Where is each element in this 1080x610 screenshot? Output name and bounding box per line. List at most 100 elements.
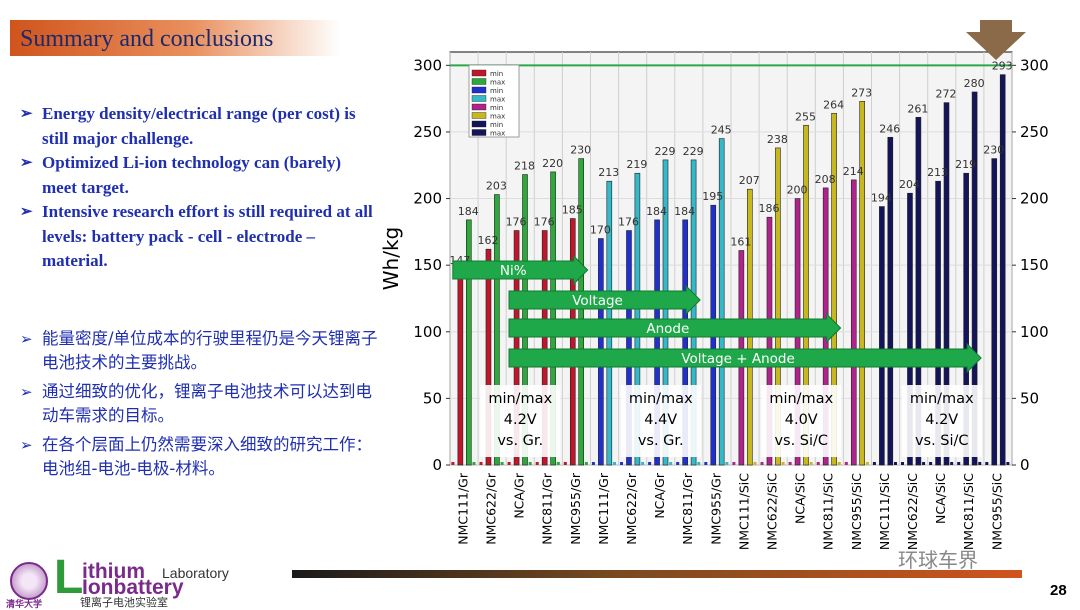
- category-label: NMC955/Gr: [708, 472, 723, 545]
- legend-entry: min: [490, 121, 503, 129]
- bullet-item: ➢ Intensive research effort is still requ…: [20, 200, 380, 274]
- max-value-label: 229: [654, 145, 675, 158]
- bullet-text: 通过细致的优化，锂离子电池技术可以达到电动车需求的目标。: [42, 382, 372, 425]
- slide-title: Summary and conclusions: [20, 26, 274, 52]
- category-label: NMC955/SiC: [849, 473, 864, 550]
- logo-laboratory: Laboratory: [162, 565, 229, 581]
- trend-arrows: Ni% Voltage Anode Voltage + Anode: [452, 254, 982, 374]
- legend-swatch: [471, 69, 487, 77]
- baseline-stub: [732, 462, 736, 465]
- min-bar: [513, 230, 520, 466]
- baseline-stub: [500, 462, 504, 465]
- logo-ionbattery: Ionbattery: [82, 576, 184, 599]
- max-value-label: 261: [907, 102, 928, 115]
- baseline-stub: [781, 462, 785, 465]
- max-value-label: 238: [767, 133, 788, 146]
- min-value-label: 214: [843, 165, 864, 178]
- y-tick-label-left: 100: [413, 323, 442, 341]
- min-value-label: 204: [899, 178, 920, 191]
- y-tick-label-right: 300: [1020, 56, 1049, 74]
- category-label: NMC622/Gr: [624, 472, 639, 545]
- baseline-stub: [676, 462, 680, 465]
- bullet-item: ➢ 通过细致的优化，锂离子电池技术可以达到电动车需求的目标。: [20, 380, 380, 428]
- min-value-label: 176: [618, 216, 639, 229]
- min-bar: [879, 206, 885, 466]
- category-label: NMC955/Gr: [568, 472, 583, 545]
- baseline-stub: [901, 462, 905, 465]
- baseline-stub: [591, 462, 595, 465]
- max-bar: [831, 112, 837, 466]
- category-label: NMC111/Gr: [455, 472, 470, 545]
- baseline-stub: [556, 462, 560, 465]
- bullet-marker-icon: ➢: [20, 106, 33, 122]
- english-bullet-list: ➢ Energy density/electrical range (per co…: [20, 102, 380, 274]
- max-value-label: 280: [964, 77, 985, 90]
- trend-arrow: [452, 254, 589, 286]
- watermark: 环球车界: [898, 550, 978, 572]
- min-bar: [626, 230, 632, 466]
- min-value-label: 186: [758, 202, 779, 215]
- max-value-label: 246: [879, 122, 900, 135]
- legend-swatch: [471, 95, 487, 102]
- page-number: 28: [1050, 582, 1067, 599]
- max-bar: [775, 147, 781, 466]
- category-label: NMC811/SiC: [821, 473, 836, 550]
- legend-swatch: [471, 120, 487, 128]
- group-label-line: 4.4V: [644, 412, 677, 428]
- baseline-stub: [641, 462, 645, 465]
- y-tick-label-left: 0: [432, 456, 442, 474]
- group-labels: min/max 4.2V vs. Gr. min/max 4.4V vs. Gr. min/…: [480, 385, 982, 457]
- group-label-line: vs. Gr.: [638, 433, 684, 449]
- logo-letter: L: [54, 551, 84, 604]
- min-bar: [850, 179, 857, 466]
- max-value-label: 272: [935, 88, 956, 101]
- legend-swatch: [471, 86, 487, 94]
- legend-entry: min: [490, 87, 503, 95]
- footer-divider: [292, 570, 1022, 578]
- trend-arrow: [508, 312, 842, 344]
- y-tick-label-left: 250: [413, 123, 442, 141]
- baseline-stub: [950, 462, 954, 465]
- group-label-line: 4.2V: [504, 412, 537, 428]
- lab-logo: 清华大学 L ithium Laboratory Ionbattery 锂离子电…: [6, 554, 256, 610]
- baseline-stub: [893, 462, 897, 465]
- group-label-line: 4.2V: [925, 412, 958, 428]
- bullet-item: ➢ Energy density/electrical range (per co…: [20, 102, 380, 151]
- min-bar: [935, 180, 941, 466]
- baseline-stub: [704, 462, 708, 465]
- baseline-stub: [760, 462, 764, 465]
- baseline-stub: [957, 462, 961, 465]
- bullet-text: Intensive research effort is still requi…: [42, 202, 373, 270]
- max-bar: [999, 74, 1006, 466]
- group-label-line: vs. Gr.: [497, 433, 543, 449]
- y-tick-label-right: 50: [1020, 389, 1039, 407]
- min-bar: [654, 219, 660, 466]
- y-tick-label-right: 200: [1020, 190, 1049, 208]
- bullet-item: ➢ Optimized Li-ion technology can (barely…: [20, 151, 380, 200]
- category-label: NMC111/Gr: [596, 472, 611, 545]
- baseline-stub: [985, 462, 989, 465]
- category-label: NMC622/SiC: [905, 473, 920, 550]
- min-value-label: 184: [674, 205, 695, 218]
- legend-entry: max: [490, 79, 505, 87]
- min-value-label: 200: [787, 184, 808, 197]
- min-bar: [457, 268, 464, 466]
- chinese-bullet-list: ➢ 能量密度/单位成本的行驶里程仍是今天锂离子电池技术的主要挑战。 ➢ 通过细致的优…: [20, 327, 380, 486]
- max-value-label: 255: [795, 110, 816, 123]
- group-label-line: vs. Si/C: [915, 433, 969, 449]
- category-label: NCA/Gr: [652, 472, 667, 519]
- max-value-label: 229: [683, 145, 704, 158]
- arrow-label: Voltage + Anode: [681, 351, 794, 367]
- max-value-label: 273: [851, 86, 872, 99]
- baseline-stub: [507, 462, 511, 465]
- baseline-stub: [697, 462, 701, 465]
- max-bar: [718, 138, 725, 466]
- arrow-label: Voltage: [572, 293, 623, 309]
- max-bar: [971, 91, 978, 466]
- y-tick-label-left: 150: [413, 256, 442, 274]
- down-arrow-icon: [966, 20, 1026, 60]
- y-tick-label-right: 0: [1020, 456, 1030, 474]
- group-label-line: min/max: [910, 391, 974, 407]
- min-value-label: 176: [506, 216, 527, 229]
